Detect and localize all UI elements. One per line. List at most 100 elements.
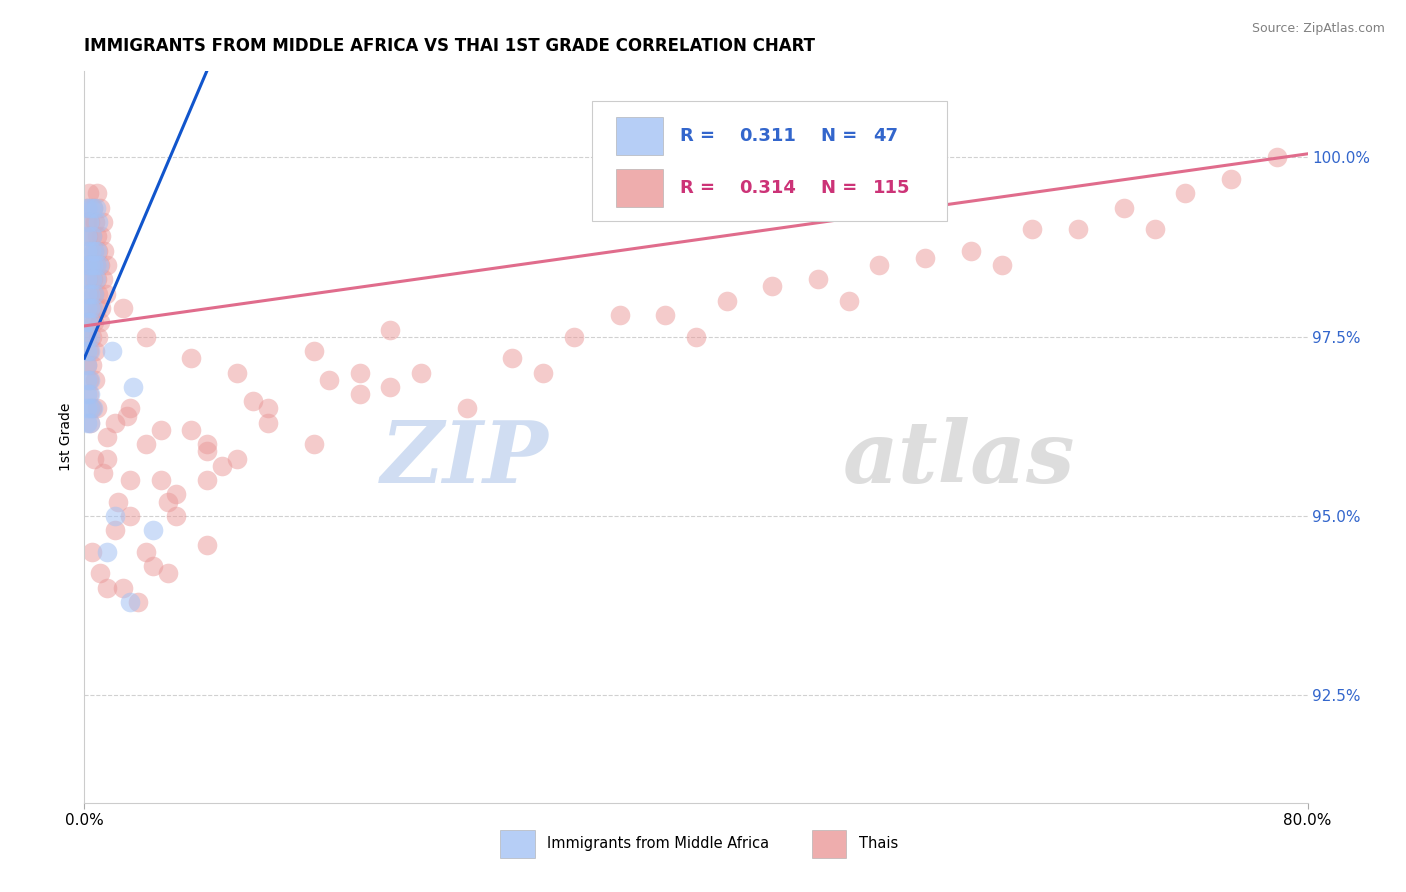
Point xyxy=(180,423,202,437)
Point xyxy=(807,272,830,286)
Point xyxy=(104,524,127,538)
Point xyxy=(90,229,112,244)
Point xyxy=(96,581,118,595)
Point xyxy=(1143,222,1166,236)
Point xyxy=(83,286,105,301)
Point xyxy=(91,215,114,229)
Point xyxy=(80,401,103,416)
FancyBboxPatch shape xyxy=(616,118,664,155)
Point xyxy=(79,416,101,430)
FancyBboxPatch shape xyxy=(501,830,534,858)
Point xyxy=(82,201,104,215)
Text: Source: ZipAtlas.com: Source: ZipAtlas.com xyxy=(1251,22,1385,36)
Point xyxy=(76,258,98,272)
Point xyxy=(96,258,118,272)
Point xyxy=(96,451,118,466)
Point xyxy=(76,387,98,401)
Point xyxy=(991,258,1014,272)
Text: IMMIGRANTS FROM MIDDLE AFRICA VS THAI 1ST GRADE CORRELATION CHART: IMMIGRANTS FROM MIDDLE AFRICA VS THAI 1S… xyxy=(84,37,815,54)
Point xyxy=(90,301,112,315)
Point xyxy=(82,258,104,272)
Point xyxy=(76,315,98,329)
Text: 0.314: 0.314 xyxy=(738,179,796,197)
Text: 47: 47 xyxy=(873,128,898,145)
Point xyxy=(409,366,432,380)
Point xyxy=(122,380,145,394)
Text: 0.311: 0.311 xyxy=(738,128,796,145)
Point xyxy=(104,508,127,523)
Point xyxy=(960,244,983,258)
Point xyxy=(84,215,107,229)
Point xyxy=(77,286,100,301)
Text: N =: N = xyxy=(821,128,863,145)
Point xyxy=(456,401,478,416)
Point xyxy=(84,373,107,387)
Point xyxy=(79,201,101,215)
Point xyxy=(115,409,138,423)
Point xyxy=(195,538,218,552)
Point xyxy=(79,286,101,301)
Point xyxy=(86,229,108,244)
Point xyxy=(135,545,157,559)
Point xyxy=(96,430,118,444)
Point xyxy=(79,401,101,416)
Point xyxy=(165,487,187,501)
Point xyxy=(226,451,249,466)
Point xyxy=(104,416,127,430)
Point xyxy=(76,401,98,416)
Point xyxy=(76,244,98,258)
Text: Immigrants from Middle Africa: Immigrants from Middle Africa xyxy=(547,837,769,851)
Point xyxy=(149,423,172,437)
Point xyxy=(80,229,103,244)
Point xyxy=(80,329,103,343)
Point xyxy=(716,293,738,308)
Point xyxy=(91,466,114,480)
Point xyxy=(502,351,524,366)
Point xyxy=(82,401,104,416)
Point xyxy=(76,229,98,244)
Point xyxy=(76,416,98,430)
Point xyxy=(318,373,340,387)
Point xyxy=(157,566,180,581)
Point xyxy=(349,387,371,401)
Point xyxy=(77,244,100,258)
Point xyxy=(142,559,165,574)
Point xyxy=(80,244,103,258)
Point xyxy=(86,272,108,286)
Text: Thais: Thais xyxy=(859,837,898,851)
Point xyxy=(77,373,100,387)
Point xyxy=(84,272,107,286)
Point xyxy=(120,401,142,416)
Point xyxy=(89,566,111,581)
Text: N =: N = xyxy=(821,179,863,197)
Point xyxy=(349,366,371,380)
Point xyxy=(79,373,101,387)
Point xyxy=(120,508,142,523)
Point xyxy=(654,308,676,322)
Point xyxy=(89,315,111,329)
Point xyxy=(83,244,105,258)
Point xyxy=(120,473,142,487)
Point xyxy=(83,315,105,329)
Point xyxy=(142,524,165,538)
Point xyxy=(77,344,100,359)
Point xyxy=(869,258,891,272)
Point xyxy=(76,359,98,373)
Point xyxy=(77,229,100,244)
Point xyxy=(302,437,325,451)
Point xyxy=(242,394,264,409)
FancyBboxPatch shape xyxy=(813,830,846,858)
Point xyxy=(83,451,105,466)
Point xyxy=(80,545,103,559)
Point xyxy=(1021,222,1043,236)
Point xyxy=(76,344,98,359)
Point xyxy=(195,444,218,458)
Point xyxy=(380,380,402,394)
FancyBboxPatch shape xyxy=(592,101,946,221)
Point xyxy=(562,329,585,343)
Point xyxy=(180,351,202,366)
Point xyxy=(87,258,110,272)
Point xyxy=(77,272,100,286)
Point xyxy=(96,545,118,559)
Point xyxy=(1114,201,1136,215)
